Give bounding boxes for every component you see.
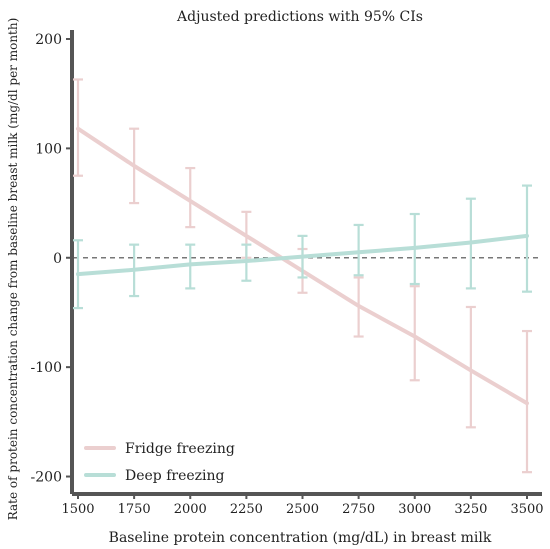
y-tick-label-1: 100 <box>35 141 62 157</box>
x-tick-label-3: 2250 <box>230 502 263 517</box>
x-tick-label-5: 2750 <box>342 502 375 517</box>
deep-freezing-line <box>76 233 529 277</box>
x-tick-label-4: 2500 <box>286 502 319 517</box>
x-tick-label-6: 3000 <box>398 502 431 517</box>
x-axis-label: Baseline protein concentration (mg/dL) i… <box>109 530 492 546</box>
x-tick-label-7: 3250 <box>454 502 487 517</box>
y-tick-label-0: 200 <box>35 32 62 48</box>
legend-label-deep-freezing: Deep freezing <box>125 468 225 484</box>
x-tick-label-1: 1750 <box>118 502 151 517</box>
y-tick-label-2: 0 <box>53 251 62 267</box>
y-axis-label: Rate of protein concentration change fro… <box>6 18 20 521</box>
x-tick-label-2: 2000 <box>174 502 207 517</box>
y-tick-label-3: -100 <box>31 360 62 376</box>
plot-area: 200 100 0 -100 -200 1500 1750 2000 2250 2500 2750 3… <box>31 30 544 517</box>
chart-title: Adjusted predictions with 95% CIs <box>176 9 423 25</box>
y-tick-label-4: -200 <box>31 470 62 486</box>
x-tick-label-0: 1500 <box>61 502 94 517</box>
x-tick-label-8: 3500 <box>510 502 543 517</box>
legend-label-fridge-freezing: Fridge freezing <box>125 441 235 457</box>
